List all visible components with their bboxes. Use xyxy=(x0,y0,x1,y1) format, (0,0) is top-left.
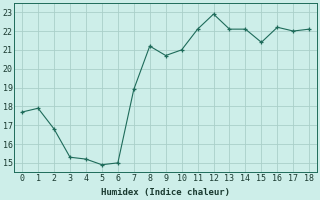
X-axis label: Humidex (Indice chaleur): Humidex (Indice chaleur) xyxy=(101,188,230,197)
